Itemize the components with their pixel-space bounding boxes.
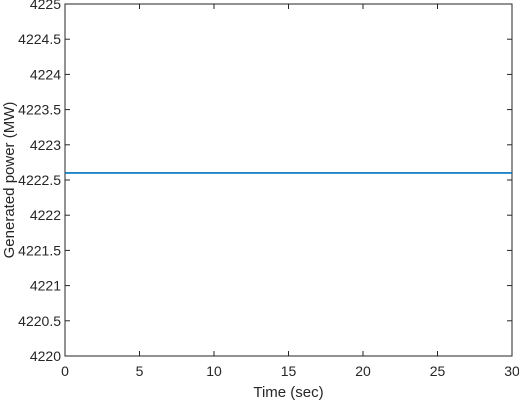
y-tick-label: 4221.5 [18, 242, 61, 258]
x-tick-label: 10 [206, 363, 222, 379]
y-axis-label: Generated power (MW) [1, 102, 18, 259]
x-tick-label: 25 [430, 363, 446, 379]
y-tick-label: 4223.5 [18, 102, 61, 118]
x-tick-label: 15 [281, 363, 297, 379]
y-axis: 4220 4220.5 4221 4221.5 4222 4222.5 4223 4223.5… [18, 0, 512, 364]
y-tick-label: 4222 [30, 207, 61, 223]
y-tick-label: 4224 [30, 66, 61, 82]
y-tick-label: 4220.5 [18, 313, 61, 329]
y-tick-label: 4223 [30, 137, 61, 153]
x-tick-label: 30 [504, 363, 519, 379]
y-tick-label: 4222.5 [18, 172, 61, 188]
x-axis-label: Time (sec) [253, 384, 323, 401]
y-tick-label: 4225 [30, 0, 61, 12]
plot-frame [64, 3, 513, 357]
y-tick-label: 4224.5 [18, 31, 61, 47]
plot-area [64, 3, 513, 357]
x-axis: 0 5 10 15 20 25 30 [61, 4, 519, 379]
y-tick-label: 4221 [30, 278, 61, 294]
y-tick-label: 4220 [30, 348, 61, 364]
x-tick-label: 5 [136, 363, 144, 379]
x-tick-label: 0 [61, 363, 69, 379]
x-tick-label: 20 [355, 363, 371, 379]
